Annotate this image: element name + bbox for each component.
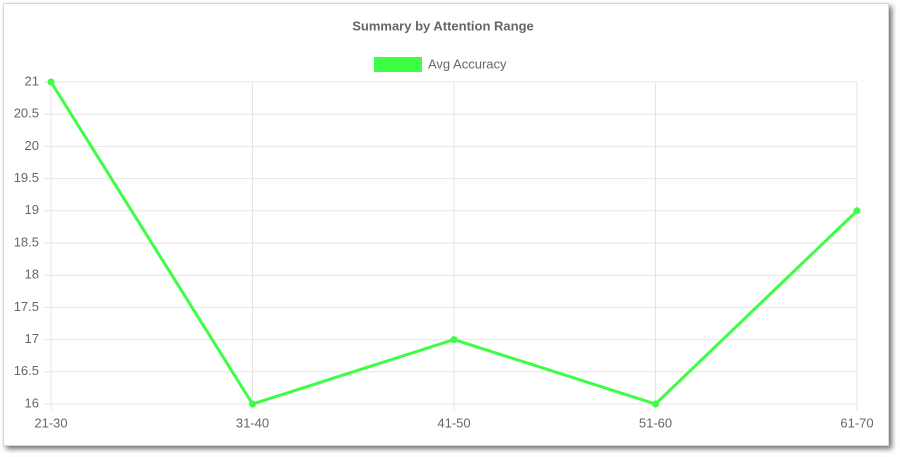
data-point [450, 336, 458, 344]
y-tick-label: 20.5 [14, 106, 39, 121]
data-point [47, 78, 55, 86]
legend-swatch [374, 57, 422, 72]
legend-label: Avg Accuracy [428, 56, 507, 71]
y-tick-label: 21 [25, 73, 39, 88]
x-tick-label: 41-50 [437, 415, 470, 430]
y-tick-label: 18 [25, 267, 39, 282]
x-tick-label: 31-40 [236, 415, 269, 430]
y-tick-label: 18.5 [14, 234, 39, 249]
y-tick-label: 17 [25, 331, 39, 346]
x-tick-label: 21-30 [34, 415, 67, 430]
y-tick-label: 19.5 [14, 170, 39, 185]
y-tick-label: 17.5 [14, 299, 39, 314]
y-tick-label: 20 [25, 138, 39, 153]
x-tick-label: 51-60 [639, 415, 672, 430]
data-point [652, 400, 659, 408]
data-point [853, 207, 861, 215]
y-tick-label: 16.5 [14, 363, 39, 378]
data-point [249, 400, 256, 408]
x-tick-label: 61-70 [840, 415, 873, 430]
y-tick-label: 19 [25, 202, 39, 217]
chart-title: Summary by Attention Range [352, 18, 534, 33]
y-tick-label: 16 [25, 395, 39, 410]
